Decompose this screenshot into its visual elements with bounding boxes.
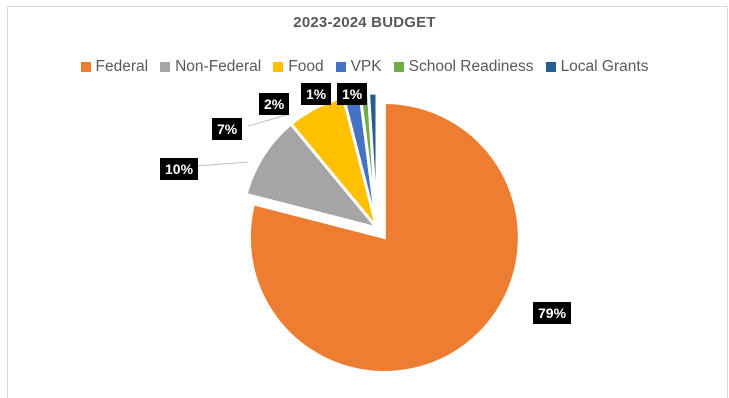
legend-swatch-school-readiness: [393, 62, 404, 72]
data-label-school-readiness: 1%: [301, 83, 332, 105]
legend-item-non-federal: Non-Federal: [160, 58, 261, 76]
legend-label-food: Food: [288, 58, 324, 75]
legend-label-school-readiness: School Readiness: [408, 58, 534, 75]
data-label-food: 7%: [212, 118, 243, 140]
legend-swatch-food: [273, 62, 284, 72]
legend-swatch-local-grants: [545, 62, 556, 72]
legend-label-federal: Federal: [95, 58, 149, 75]
pie-slice-federal: [247, 100, 521, 374]
legend-swatch-non-federal: [160, 62, 171, 72]
leader-line-food: [247, 113, 291, 127]
data-label-non-federal: 10%: [160, 158, 199, 180]
data-label-vpk: 2%: [259, 93, 290, 115]
chart-legend: Federal Non-Federal Food VPK School Readines…: [0, 58, 729, 76]
legend-item-school-readiness: School Readiness: [393, 58, 534, 76]
chart-title: 2023-2024 BUDGET: [293, 14, 436, 31]
legend-label-local-grants: Local Grants: [560, 58, 649, 75]
legend-swatch-vpk: [335, 62, 346, 72]
leader-line-non-federal: [195, 161, 249, 167]
data-label-local-grants: 1%: [337, 83, 368, 105]
data-label-federal: 79%: [533, 302, 572, 324]
legend-item-federal: Federal: [80, 58, 149, 76]
legend-label-vpk: VPK: [350, 58, 382, 75]
legend-item-food: Food: [273, 58, 324, 76]
legend-label-non-federal: Non-Federal: [175, 58, 262, 75]
legend-item-local-grants: Local Grants: [545, 58, 649, 76]
pie-slice-non-federal: [244, 121, 382, 231]
pie-slice-local-grants: [366, 91, 379, 229]
legend-item-vpk: VPK: [335, 58, 382, 76]
legend-swatch-federal: [80, 62, 91, 72]
